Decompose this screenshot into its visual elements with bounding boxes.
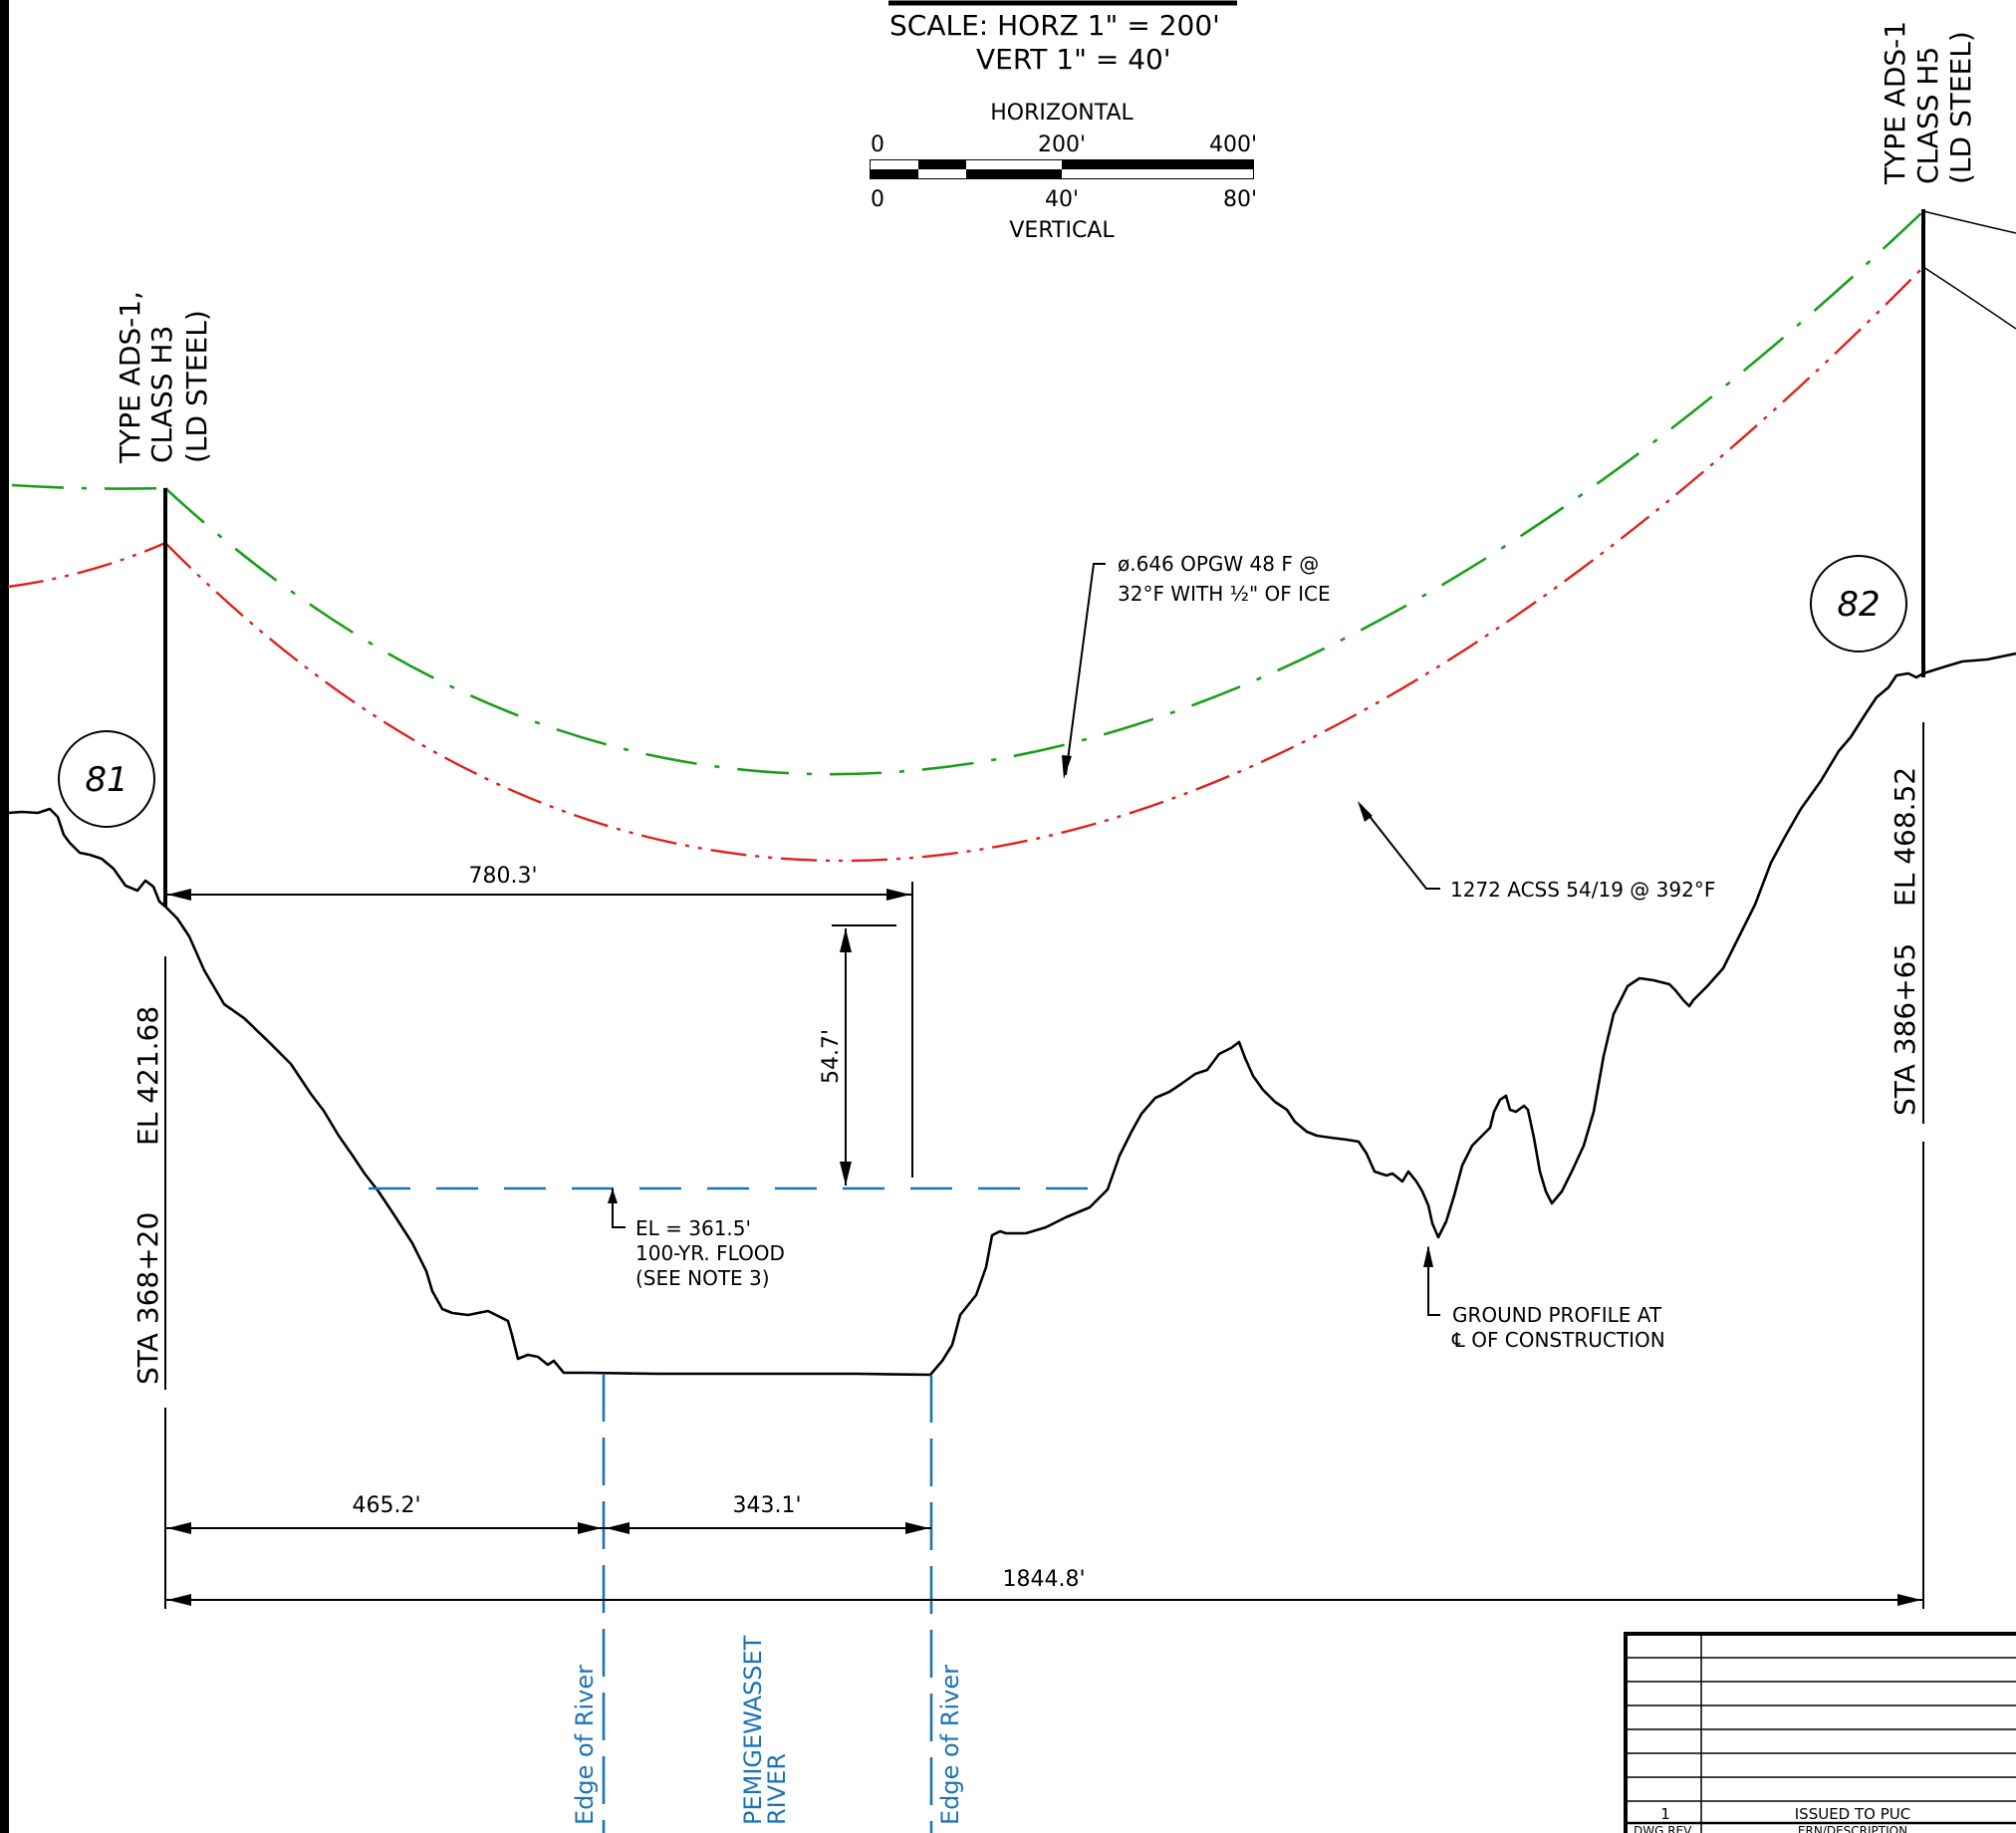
- scale-h-tick-200: 200': [1038, 132, 1086, 157]
- opgw-callout-line-1: ø.646 OPGW 48 F @: [1118, 552, 1319, 576]
- acss-callout: 1272 ACSS 54/19 @ 392°F: [1358, 801, 1715, 902]
- structure-82-class: CLASS H5: [1911, 47, 1944, 184]
- flood-note-line-3: (SEE NOTE 3): [635, 1266, 770, 1290]
- scale-bar-seg: [871, 169, 918, 178]
- dimension-span-length-label: 1844.8': [1002, 1567, 1085, 1592]
- scale-bar-seg: [966, 160, 1062, 169]
- opgw-callout-line-2: 32°F WITH ½" OF ICE: [1118, 582, 1331, 606]
- right-river-edge-label: Edge of River: [936, 1665, 964, 1825]
- structure-82-elevation: EL 468.52: [1889, 767, 1921, 907]
- structure-82-station: STA 386+65: [1889, 943, 1921, 1116]
- ground-callout-line-1: GROUND PROFILE AT: [1452, 1303, 1662, 1327]
- opgw-shield-wire: [164, 210, 1924, 776]
- dimension-clearance: 54.7': [819, 924, 896, 1185]
- dimension-clearance-label: 54.7': [819, 1029, 844, 1084]
- scale-bar-seg: [1062, 169, 1253, 178]
- dimension-river-width-label: 343.1': [732, 1493, 801, 1518]
- opgw-wire-right-continuation: [1922, 210, 2016, 234]
- scale-v-tick-40: 40': [1045, 187, 1079, 212]
- acss-wire-left-span: [7, 541, 166, 589]
- dimension-span-length: 1844.8': [165, 1567, 1923, 1606]
- scale-v-tick-0: 0: [871, 187, 884, 212]
- revision-block: 1 ISSUED TO PUC DWG REV ERN/DESCRIPTION: [1624, 1632, 2016, 1833]
- river-name-line-1: PEMIGEWASSET: [739, 1635, 767, 1825]
- scale-v-tick-80: 80': [1223, 187, 1257, 212]
- scale-bar-seg: [871, 160, 918, 169]
- flood-note: EL = 361.5' 100-YR. FLOOD (SEE NOTE 3): [608, 1188, 785, 1290]
- structure-82-number: 82: [1837, 585, 1880, 625]
- structure-81-number: 81: [85, 760, 127, 800]
- structure-82-bubble: 82: [1810, 555, 1907, 653]
- acss-wire-right-continuation: [1922, 266, 2016, 330]
- scale-h-tick-400: 400': [1209, 132, 1257, 157]
- ground-profile-callout: GROUND PROFILE AT ℄ OF CONSTRUCTION: [1423, 1245, 1665, 1352]
- revision-footer-right: ERN/DESCRIPTION: [1798, 1824, 1907, 1833]
- scale-h-tick-0: 0: [871, 132, 884, 157]
- revision-footer-left: DWG REV: [1634, 1824, 1692, 1833]
- structure-82-material: (LD STEEL): [1944, 31, 1977, 184]
- ground-profile: [7, 652, 2016, 1377]
- acss-callout-text: 1272 ACSS 54/19 @ 392°F: [1450, 878, 1715, 902]
- dimension-to-river-edge-label: 465.2': [352, 1493, 420, 1518]
- structure-81-material: (LD STEEL): [180, 310, 213, 463]
- scale-line-2: VERT 1" = 40': [976, 43, 1171, 76]
- scale-bar-seg: [918, 160, 966, 169]
- structure-81-label: TYPE ADS-1, CLASS H3 (LD STEEL): [114, 291, 213, 464]
- river-name-line-2: RIVER: [763, 1753, 791, 1825]
- scale-bar-seg: [966, 169, 1062, 178]
- flood-note-line-2: 100-YR. FLOOD: [635, 1241, 785, 1265]
- structure-82-label: TYPE ADS-1 CLASS H5 (LD STEEL): [1879, 21, 1977, 185]
- structure-82-type: TYPE ADS-1: [1879, 21, 1911, 185]
- sheet-border-left: [0, 0, 9, 1833]
- left-river-edge-label: Edge of River: [571, 1665, 599, 1825]
- opgw-callout: ø.646 OPGW 48 F @ 32°F WITH ½" OF ICE: [1062, 552, 1331, 779]
- dimension-to-low-point: 780.3': [165, 864, 913, 1178]
- dimension-river-offsets: 465.2' 343.1': [165, 1493, 931, 1534]
- revision-description: ISSUED TO PUC: [1795, 1805, 1910, 1823]
- scale-block: SCALE: HORZ 1" = 200' VERT 1" = 40' HORI…: [870, 0, 1257, 243]
- acss-conductor: [164, 266, 1924, 863]
- structure-81-station: STA 368+20: [131, 1212, 164, 1385]
- scale-vertical-label: VERTICAL: [1009, 218, 1115, 243]
- scale-bar-seg: [918, 169, 966, 178]
- scale-horizontal-label: HORIZONTAL: [990, 101, 1134, 126]
- structure-81-type: TYPE ADS-1,: [114, 291, 146, 464]
- revision-number: 1: [1660, 1805, 1670, 1823]
- structure-81-class: CLASS H3: [145, 326, 178, 463]
- scale-line-1: SCALE: HORZ 1" = 200': [889, 9, 1220, 42]
- structure-81-elevation: EL 421.68: [131, 1006, 164, 1146]
- flood-note-line-1: EL = 361.5': [635, 1216, 751, 1240]
- opgw-wire-left-span: [11, 483, 166, 490]
- dimension-to-low-point-label: 780.3': [468, 864, 537, 889]
- ground-callout-line-2: ℄ OF CONSTRUCTION: [1451, 1328, 1665, 1352]
- structure-81-bubble: 81: [58, 730, 155, 828]
- scale-bar-seg: [1062, 160, 1253, 169]
